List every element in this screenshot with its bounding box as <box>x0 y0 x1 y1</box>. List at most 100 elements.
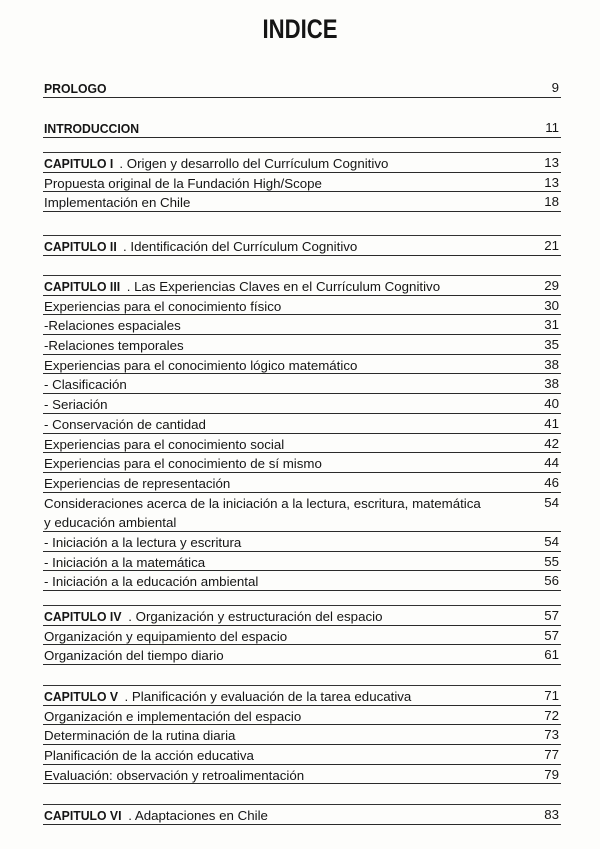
entry-title: Consideraciones acerca de la iniciación … <box>44 494 484 533</box>
entry-text: Organización del tiempo diario <box>44 648 224 664</box>
entry-text: Propuesta original de la Fundación High/… <box>44 175 322 191</box>
entry-text: Implementación en Chile <box>44 195 191 211</box>
entry-title: Organización del tiempo diario <box>44 646 224 665</box>
entry-text: Organización y equipamiento del espacio <box>44 628 288 644</box>
page-number: 79 <box>544 766 559 782</box>
toc-entry: Experiencias para el conocimiento de sí … <box>43 453 561 473</box>
page-number: 9 <box>551 80 559 95</box>
page-number: 40 <box>544 396 559 412</box>
entry-title: CAPITULO IV . Organización y estructuraci… <box>44 607 382 626</box>
toc-entry: Experiencias de representación 46 <box>43 473 561 493</box>
chapter-label: CAPITULO VI <box>44 808 122 823</box>
toc-entry: Experiencias para el conocimiento social… <box>43 434 561 454</box>
toc-entry: Experiencias para el conocimiento físico… <box>43 296 561 316</box>
chapter-label: CAPITULO I <box>44 156 114 171</box>
entry-title: - Iniciación a la matemática <box>44 553 205 572</box>
page-number: 72 <box>544 707 559 723</box>
toc-entry: CAPITULO IV . Organización y estructuraci… <box>43 606 561 626</box>
entry-title: -Relaciones espaciales <box>44 316 181 335</box>
entry-title: Organización e implementación del espaci… <box>44 707 301 726</box>
toc-entry: Planificación de la acción educativa 77 <box>43 745 561 765</box>
entry-text: - Clasificación <box>44 377 127 393</box>
page-number: 46 <box>544 474 559 490</box>
page-number: 13 <box>544 174 559 190</box>
chapter-label: CAPITULO IV <box>44 609 122 624</box>
page-number: 18 <box>544 194 559 210</box>
page-number: 73 <box>544 727 559 743</box>
entry-title: - Iniciación a la educación ambiental <box>44 572 258 591</box>
chapter-label: CAPITULO III <box>44 279 121 294</box>
entry-text: Organización e implementación del espaci… <box>44 708 302 724</box>
entry-text: -Relaciones espaciales <box>44 318 181 334</box>
page-number: 54 <box>544 533 559 549</box>
toc-entry: Organización e implementación del espaci… <box>43 706 561 726</box>
toc-entry: - Iniciación a la matemática 55 <box>43 552 561 572</box>
page-number: 61 <box>544 647 559 663</box>
page-number: 35 <box>544 337 559 353</box>
toc-entry: -Relaciones espaciales 31 <box>43 315 561 336</box>
entry-title: Experiencias para el conocimiento lógico… <box>44 356 357 375</box>
page-number: 55 <box>544 553 559 569</box>
toc-entry: Propuesta original de la Fundación High/… <box>43 173 561 193</box>
page-number: 54 <box>544 494 559 510</box>
toc-section: CAPITULO VI . Adaptaciones en Chile 83 <box>43 804 561 825</box>
entry-text: . Las Experiencias Claves en el Currícul… <box>126 279 441 294</box>
toc-section: CAPITULO IV . Organización y estructuraci… <box>43 605 561 666</box>
entry-title: - Clasificación <box>44 375 127 394</box>
page-number: 77 <box>544 747 559 763</box>
page-number: 38 <box>544 356 559 372</box>
chapter-label: CAPITULO V <box>44 689 119 704</box>
toc-entry: -Relaciones temporales 35 <box>43 335 561 355</box>
toc-entry: - Seriación 40 <box>43 394 561 414</box>
entry-text: -Relaciones temporales <box>44 338 184 354</box>
entry-text: . Adaptaciones en Chile <box>128 808 268 823</box>
toc-entry: Organización del tiempo diario 61 <box>43 645 561 666</box>
toc-entry: - Iniciación a la lectura y escritura 54 <box>43 532 561 552</box>
page-number: 57 <box>544 608 559 623</box>
toc-entry: CAPITULO VI . Adaptaciones en Chile 83 <box>43 805 561 825</box>
entry-title: Experiencias para el conocimiento físico <box>44 297 281 316</box>
toc-entry: Organización y equipamiento del espacio 5… <box>43 626 561 646</box>
entry-title: CAPITULO V . Planificación y evaluación d… <box>44 687 411 706</box>
toc-section: CAPITULO V . Planificación y evaluación d… <box>43 685 561 785</box>
page-number: 21 <box>544 238 559 253</box>
chapter-label: PROLOGO <box>44 81 107 96</box>
entry-text: . Organización y estructuración del espa… <box>128 609 383 624</box>
entry-title: Determinación de la rutina diaria <box>44 726 235 745</box>
entry-title: Implementación en Chile <box>44 193 190 212</box>
entry-title: Experiencias de representación <box>44 474 230 493</box>
page-number: 44 <box>544 455 559 471</box>
page-number: 83 <box>544 807 559 822</box>
toc-section: PROLOGO 9 <box>43 78 561 98</box>
entry-text: - Iniciación a la educación ambiental <box>44 574 259 590</box>
entry-title: Propuesta original de la Fundación High/… <box>44 174 322 193</box>
toc-entry: Implementación en Chile 18 <box>43 192 561 213</box>
page-number: 29 <box>544 278 559 293</box>
toc-entry: CAPITULO I . Origen y desarrollo del Curr… <box>43 153 561 173</box>
toc-entry: Determinación de la rutina diaria 73 <box>43 725 561 746</box>
toc-section: CAPITULO III . Las Experiencias Claves en… <box>43 275 561 592</box>
page-number: 13 <box>544 155 559 170</box>
page-number: 31 <box>544 317 559 333</box>
page-number: 56 <box>544 573 559 589</box>
entry-text: . Origen y desarrollo del Currículum Cog… <box>119 156 389 171</box>
entry-text: Consideraciones acerca de la iniciación … <box>44 495 481 531</box>
entry-title: CAPITULO VI . Adaptaciones en Chile <box>44 806 268 825</box>
entry-text: Experiencias para el conocimiento lógico… <box>44 357 358 373</box>
toc-entry: - Conservación de cantidad 41 <box>43 414 561 434</box>
entry-title: Organización y equipamiento del espacio <box>44 627 287 646</box>
entry-text: Experiencias para el conocimiento físico <box>44 298 282 314</box>
entry-title: - Iniciación a la lectura y escritura <box>44 533 241 552</box>
toc-entry: - Clasificación 38 <box>43 374 561 395</box>
chapter-label: CAPITULO II <box>44 239 117 254</box>
entry-text: Determinación de la rutina diaria <box>44 728 236 744</box>
entry-title: Experiencias para el conocimiento de sí … <box>44 454 322 473</box>
toc-entry: CAPITULO V . Planificación y evaluación d… <box>43 686 561 706</box>
entry-title: CAPITULO I . Origen y desarrollo del Curr… <box>44 154 388 173</box>
entry-text: - Conservación de cantidad <box>44 416 206 432</box>
entry-text: Experiencias de representación <box>44 475 231 491</box>
page-number: 38 <box>544 376 559 392</box>
chapter-label: INTRODUCCION <box>44 121 140 136</box>
page-number: 11 <box>545 120 559 135</box>
toc-entry: CAPITULO II . Identificación del Currícul… <box>43 236 561 256</box>
